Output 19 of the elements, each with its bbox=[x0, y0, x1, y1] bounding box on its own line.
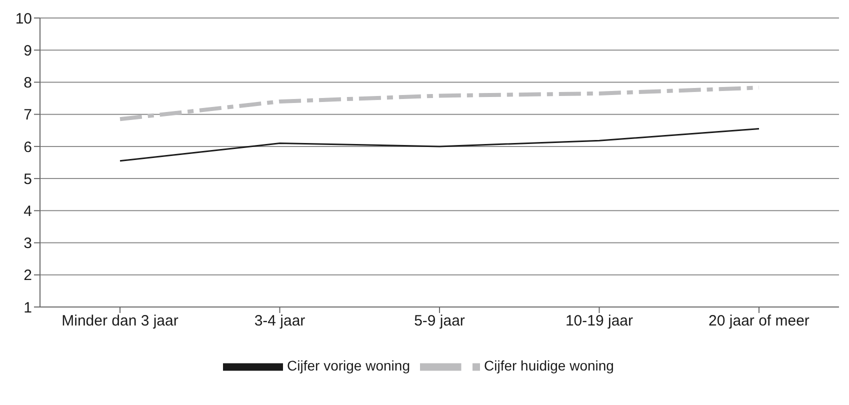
x-tick-label: 10-19 jaar bbox=[565, 312, 634, 330]
y-tick-label: 7 bbox=[24, 106, 32, 124]
x-tick-label: Minder dan 3 jaar bbox=[62, 312, 178, 330]
x-tick-label: 5-9 jaar bbox=[414, 312, 465, 330]
y-tick-label: 6 bbox=[24, 138, 32, 156]
y-tick-label: 5 bbox=[24, 170, 32, 188]
y-tick-label: 2 bbox=[24, 267, 32, 284]
y-tick-label: 8 bbox=[24, 74, 32, 92]
x-tick-label: 3-4 jaar bbox=[254, 312, 306, 330]
legend-label: Cijfer huidige woning bbox=[484, 358, 614, 374]
y-tick-label: 3 bbox=[24, 235, 32, 252]
y-tick-label: 10 bbox=[15, 10, 32, 28]
x-tick-label: 20 jaar of meer bbox=[708, 312, 810, 330]
y-tick-label: 1 bbox=[24, 299, 32, 316]
y-tick-label: 9 bbox=[24, 42, 32, 60]
legend-label: Cijfer vorige woning bbox=[287, 358, 410, 374]
line-series bbox=[118, 86, 761, 122]
line-series bbox=[119, 128, 760, 162]
y-tick-label: 4 bbox=[24, 202, 32, 220]
